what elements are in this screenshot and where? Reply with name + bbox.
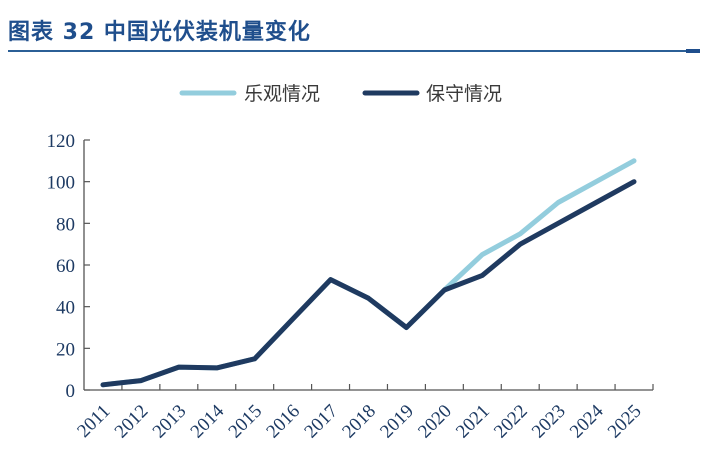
x-tick-label: 2014 — [187, 400, 229, 442]
x-tick-label: 2025 — [604, 401, 646, 443]
legend-label-optimistic: 乐观情况 — [244, 83, 320, 105]
x-tick-label: 2017 — [300, 401, 342, 443]
y-tick-label: 20 — [56, 339, 75, 360]
title-divider — [8, 50, 698, 52]
x-tick-label: 2011 — [73, 401, 114, 442]
y-tick-label: 40 — [56, 298, 75, 319]
x-tick-label: 2021 — [452, 401, 494, 443]
y-tick-label: 120 — [47, 131, 76, 152]
legend: 乐观情况 保守情况 — [179, 83, 502, 105]
x-tick-label: 2015 — [225, 401, 267, 443]
y-tick-label: 60 — [56, 256, 75, 277]
y-tick-label: 100 — [47, 173, 76, 194]
title-divider-accent — [686, 49, 700, 53]
x-tick-label: 2022 — [490, 401, 532, 443]
x-tick-label: 2020 — [414, 401, 456, 443]
x-tick-label: 2012 — [111, 401, 153, 443]
y-tick-label: 0 — [66, 381, 76, 402]
x-tick-label: 2019 — [376, 401, 418, 443]
chart-title: 图表 32 中国光伏装机量变化 — [8, 20, 311, 45]
y-tick-label: 80 — [56, 214, 75, 235]
x-tick-label: 2013 — [149, 401, 191, 443]
x-tick-label: 2023 — [528, 401, 570, 443]
x-tick-label: 2016 — [262, 401, 304, 443]
legend-label-conservative: 保守情况 — [426, 83, 502, 105]
series-line-conservative — [100, 179, 637, 388]
x-tick-label: 2018 — [338, 401, 380, 443]
series-line-optimistic — [100, 158, 637, 388]
x-tick-label: 2024 — [566, 400, 608, 442]
series-lines — [100, 158, 637, 388]
